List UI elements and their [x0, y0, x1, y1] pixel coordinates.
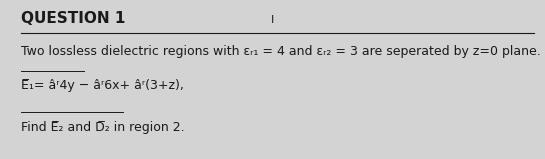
Text: I: I [271, 15, 274, 25]
Text: Two lossless dielectric regions with εᵣ₁ = 4 and εᵣ₂ = 3 are seperated by z=0 pl: Two lossless dielectric regions with εᵣ₁… [21, 45, 545, 58]
Text: QUESTION 1: QUESTION 1 [21, 11, 125, 26]
Text: E̅₁= âʳ4y − âʳ6x+ âʳ(3+z),: E̅₁= âʳ4y − âʳ6x+ âʳ(3+z), [21, 80, 184, 93]
Text: Find E̅₂ and D̅₂ in region 2.: Find E̅₂ and D̅₂ in region 2. [21, 121, 184, 134]
